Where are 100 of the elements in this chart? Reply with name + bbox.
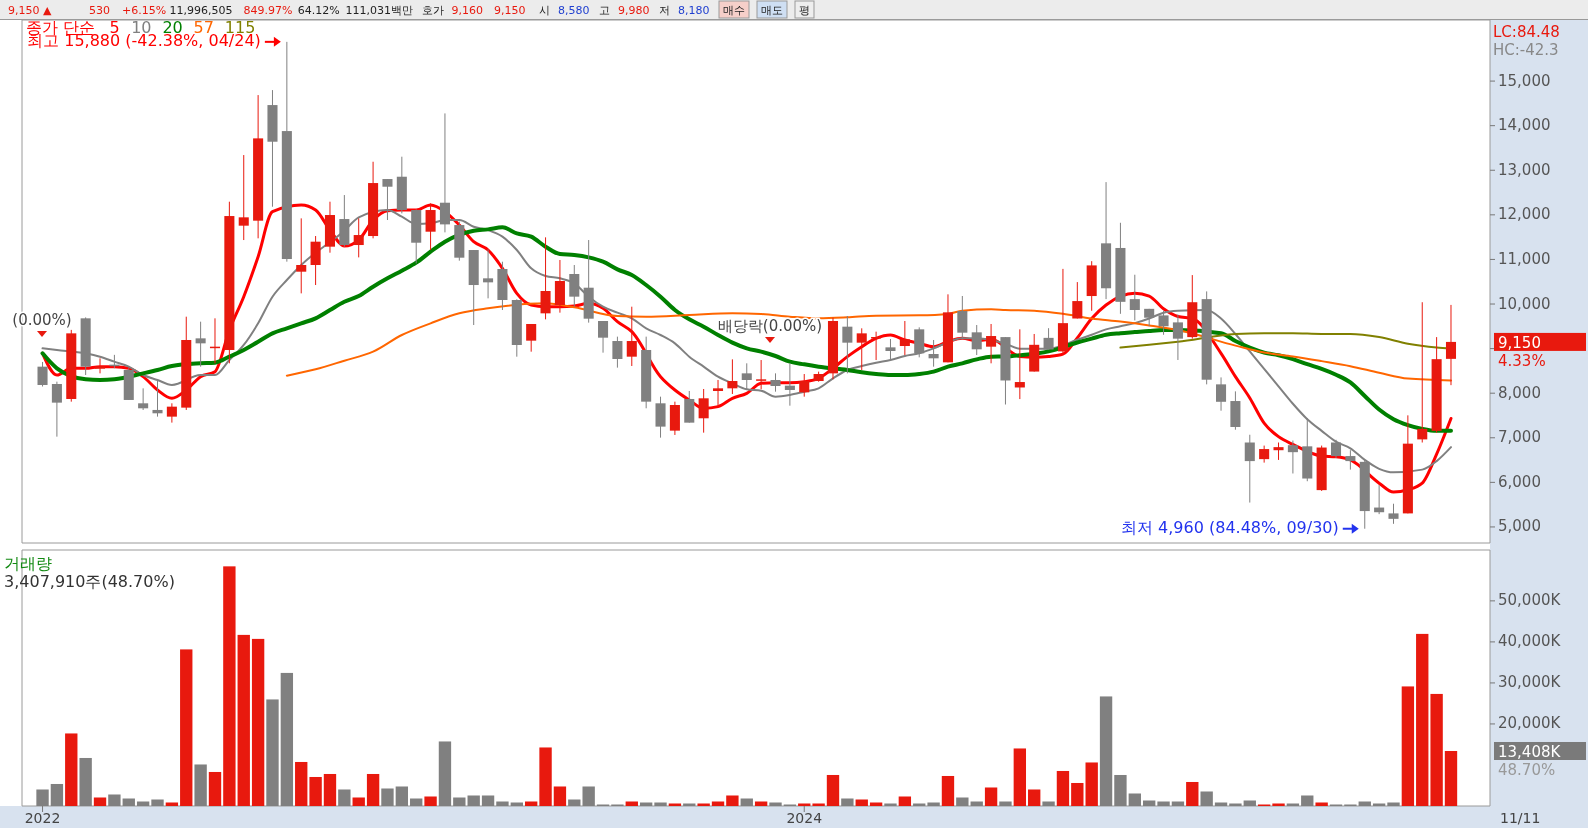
text: LC:84.48 bbox=[1493, 23, 1560, 41]
text: 530 bbox=[89, 4, 110, 17]
bar bbox=[1128, 793, 1141, 806]
y-tick-label: 50,000K bbox=[1498, 591, 1562, 610]
bar bbox=[65, 733, 78, 806]
bar bbox=[1229, 803, 1242, 806]
candlestick bbox=[712, 379, 724, 408]
text: 8,580 bbox=[558, 4, 590, 17]
bar bbox=[1214, 802, 1228, 806]
bar bbox=[639, 802, 653, 806]
bar bbox=[280, 672, 294, 806]
candlestick bbox=[626, 306, 637, 367]
bar bbox=[366, 773, 380, 806]
candlestick bbox=[1043, 327, 1054, 350]
bar bbox=[1387, 802, 1400, 806]
candlestick bbox=[741, 362, 752, 391]
text: +6.15% bbox=[122, 4, 167, 17]
bar bbox=[481, 795, 495, 806]
bar bbox=[352, 797, 365, 806]
candlestick bbox=[756, 359, 767, 390]
bar bbox=[79, 757, 92, 806]
text: 시 bbox=[539, 4, 550, 17]
candlestick bbox=[698, 388, 709, 434]
bar bbox=[1444, 750, 1458, 806]
bar bbox=[539, 747, 552, 806]
bar bbox=[1358, 801, 1371, 806]
y-tick-label: 7,000 bbox=[1498, 428, 1541, 447]
candlestick bbox=[1072, 281, 1083, 320]
bar bbox=[309, 776, 322, 806]
candlestick bbox=[928, 339, 939, 368]
y-tick-label: 15,000 bbox=[1498, 71, 1551, 90]
bar bbox=[108, 794, 121, 806]
candlestick bbox=[899, 320, 910, 356]
bar bbox=[467, 795, 480, 806]
bar bbox=[136, 801, 150, 806]
bar bbox=[1056, 770, 1070, 806]
candlestick bbox=[1345, 449, 1356, 471]
y-tick-label: 11,000 bbox=[1498, 249, 1551, 268]
candlestick bbox=[51, 381, 62, 438]
bar bbox=[970, 801, 983, 806]
bar bbox=[697, 803, 710, 806]
bar bbox=[553, 786, 567, 806]
bar bbox=[1430, 693, 1443, 806]
candlestick bbox=[799, 373, 810, 398]
annotation: (0.00%) bbox=[12, 310, 72, 329]
bar bbox=[381, 788, 394, 806]
candlestick bbox=[1244, 434, 1255, 504]
candlestick bbox=[1158, 310, 1169, 336]
text: 매수 bbox=[723, 4, 745, 17]
bar bbox=[237, 634, 250, 806]
bar bbox=[1099, 696, 1113, 806]
bar bbox=[1372, 803, 1386, 806]
annotation: 배당락(0.00%) bbox=[717, 316, 823, 335]
bar bbox=[1013, 748, 1027, 806]
candlestick bbox=[569, 264, 580, 308]
chart-title: 거래량 bbox=[4, 554, 52, 573]
candlestick bbox=[94, 357, 106, 374]
y-tick-label: 40,000K bbox=[1498, 632, 1562, 651]
candlestick bbox=[885, 338, 896, 361]
text: 9,980 bbox=[618, 4, 650, 17]
bar bbox=[1186, 781, 1199, 806]
bar bbox=[525, 801, 538, 806]
annotation: 최저 4,960 (84.48%, 09/30) bbox=[1121, 518, 1339, 538]
bar bbox=[295, 761, 308, 806]
bar bbox=[338, 789, 351, 806]
bar bbox=[1071, 782, 1084, 806]
bar bbox=[855, 799, 868, 806]
bar bbox=[999, 801, 1012, 806]
candlestick bbox=[554, 259, 565, 314]
candlestick bbox=[684, 390, 695, 424]
bar bbox=[1401, 686, 1415, 806]
bar bbox=[913, 803, 926, 806]
x-tick-label: 2024 bbox=[786, 810, 823, 826]
y-tick-label: 12,000 bbox=[1498, 205, 1551, 224]
text: 9,150 bbox=[494, 4, 526, 17]
candlestick bbox=[1388, 503, 1399, 525]
bar bbox=[582, 786, 595, 806]
candlestick bbox=[238, 154, 249, 241]
bar bbox=[726, 795, 739, 806]
bar bbox=[93, 797, 107, 806]
candlestick bbox=[166, 402, 177, 424]
bar bbox=[1200, 791, 1213, 806]
candlestick bbox=[540, 236, 551, 320]
candlestick bbox=[37, 361, 48, 387]
bar bbox=[812, 803, 825, 806]
bar bbox=[984, 787, 998, 806]
candlestick bbox=[914, 326, 925, 358]
bar bbox=[668, 803, 682, 806]
bar bbox=[165, 802, 179, 806]
bar bbox=[424, 796, 437, 806]
bar bbox=[1114, 774, 1127, 806]
candlestick bbox=[310, 235, 321, 286]
bar bbox=[410, 798, 423, 806]
bar bbox=[194, 764, 207, 806]
bar bbox=[754, 801, 768, 806]
bar bbox=[323, 773, 337, 806]
bar bbox=[625, 801, 638, 806]
bar bbox=[208, 771, 222, 806]
bar bbox=[740, 798, 753, 806]
bar bbox=[180, 649, 193, 806]
